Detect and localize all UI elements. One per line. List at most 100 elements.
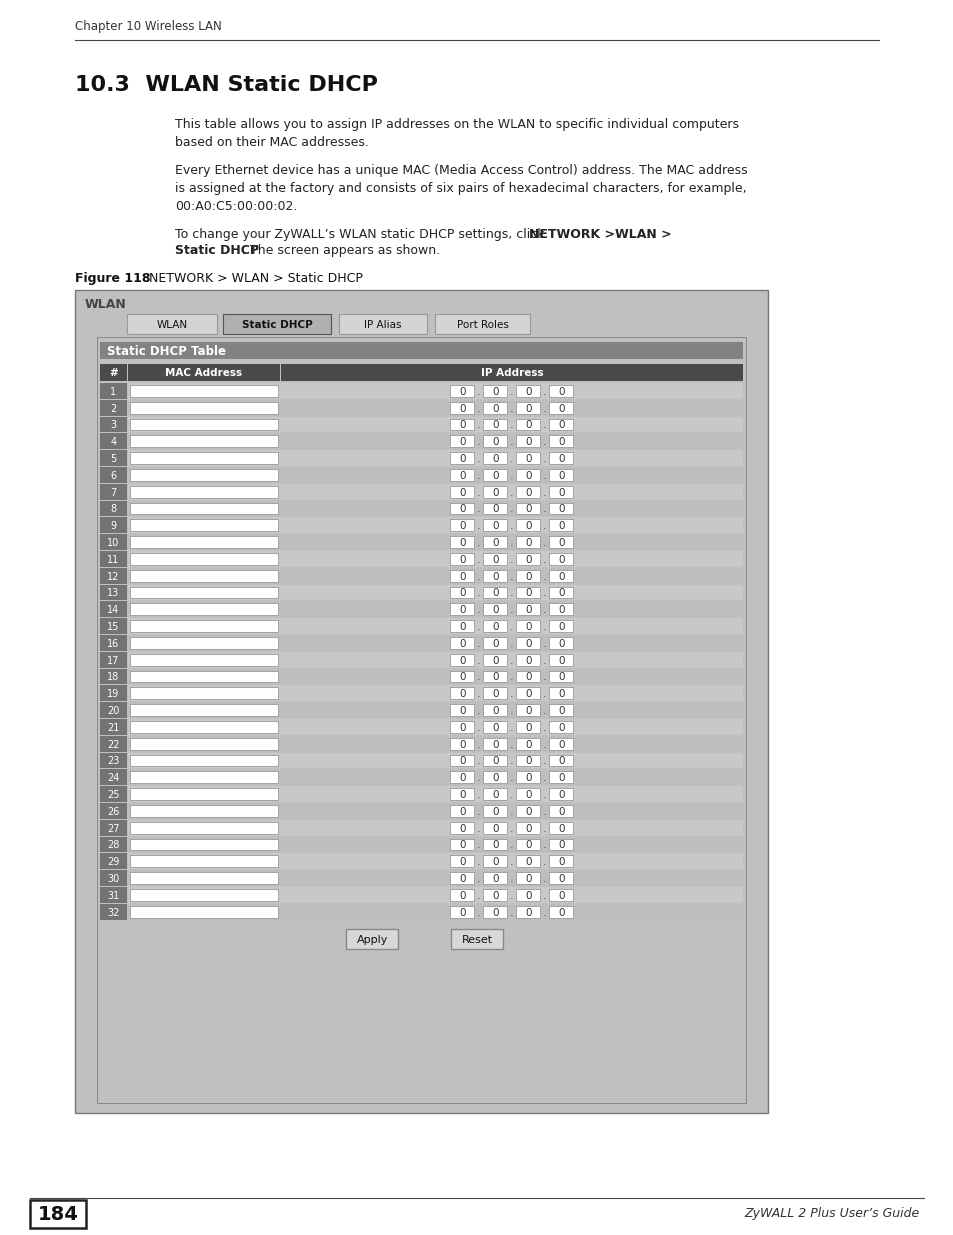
Bar (483, 653, 507, 666)
Text: 0: 0 (525, 806, 531, 816)
Bar (130, 419, 277, 431)
Text: .: . (542, 656, 546, 666)
Text: Static DHCP: Static DHCP (174, 245, 258, 257)
Text: .: . (476, 638, 480, 648)
Text: 21: 21 (107, 722, 119, 732)
Bar (451, 929, 503, 948)
Bar (549, 485, 573, 498)
Text: Every Ethernet device has a unique MAC (Media Access Control) address. The MAC a: Every Ethernet device has a unique MAC (… (174, 164, 747, 212)
Text: 0: 0 (492, 387, 498, 396)
Bar (128, 619, 742, 634)
Text: 0: 0 (458, 757, 465, 767)
Bar (483, 485, 507, 498)
Text: 23: 23 (107, 757, 119, 767)
Bar (100, 820, 127, 836)
Text: 0: 0 (458, 521, 465, 531)
Text: 0: 0 (492, 706, 498, 716)
Text: 0: 0 (492, 806, 498, 816)
Bar (100, 568, 127, 584)
Text: 0: 0 (458, 740, 465, 750)
Text: .: . (476, 387, 480, 396)
Bar (549, 704, 573, 716)
Text: 0: 0 (525, 773, 531, 783)
Bar (516, 553, 540, 564)
Text: 0: 0 (458, 555, 465, 564)
Text: .: . (542, 538, 546, 548)
Text: .: . (476, 555, 480, 564)
Text: .: . (542, 790, 546, 800)
Bar (516, 604, 540, 615)
Text: .: . (476, 841, 480, 851)
Text: .: . (542, 572, 546, 582)
Bar (450, 755, 474, 767)
Bar (516, 889, 540, 900)
Bar (516, 469, 540, 480)
Text: 9: 9 (111, 521, 116, 531)
Text: 0: 0 (492, 673, 498, 683)
Text: 0: 0 (525, 471, 531, 480)
Bar (100, 416, 127, 432)
Bar (100, 400, 127, 416)
Bar (483, 587, 507, 599)
Text: .: . (542, 722, 546, 732)
Text: 0: 0 (492, 471, 498, 480)
Text: .: . (542, 488, 546, 498)
Text: 0: 0 (558, 638, 564, 648)
Bar (483, 805, 507, 816)
Bar (100, 668, 127, 684)
Bar (516, 587, 540, 599)
Bar (130, 755, 277, 767)
Text: Apply: Apply (356, 935, 388, 945)
Text: 4: 4 (111, 437, 116, 447)
Bar (100, 703, 127, 718)
Bar (130, 503, 277, 515)
Bar (128, 535, 742, 550)
Bar (516, 401, 540, 414)
Bar (30, 1200, 86, 1228)
Bar (549, 503, 573, 515)
Bar (450, 520, 474, 531)
Text: 0: 0 (492, 454, 498, 464)
Text: 0: 0 (525, 908, 531, 918)
Text: 0: 0 (558, 790, 564, 800)
Text: MAC Address: MAC Address (165, 368, 242, 378)
Text: 0: 0 (458, 404, 465, 414)
Bar (130, 872, 277, 884)
Text: 0: 0 (492, 790, 498, 800)
Bar (100, 803, 127, 819)
Text: 0: 0 (558, 857, 564, 867)
Bar (516, 385, 540, 396)
Bar (549, 587, 573, 599)
Text: 31: 31 (108, 890, 119, 900)
Text: 32: 32 (107, 908, 119, 918)
Text: .: . (510, 908, 514, 918)
Bar (128, 484, 742, 500)
Bar (128, 803, 742, 819)
Bar (483, 536, 507, 548)
Text: .: . (476, 622, 480, 632)
Text: .: . (510, 622, 514, 632)
Text: 0: 0 (492, 757, 498, 767)
Bar (450, 704, 474, 716)
Text: 13: 13 (108, 589, 119, 599)
Text: .: . (510, 806, 514, 816)
Bar (130, 637, 277, 648)
Text: 10: 10 (108, 538, 119, 548)
Text: .: . (476, 605, 480, 615)
Text: 0: 0 (525, 722, 531, 732)
Text: .: . (476, 689, 480, 699)
Bar (450, 587, 474, 599)
Bar (549, 737, 573, 750)
Text: .: . (510, 538, 514, 548)
Bar (130, 671, 277, 683)
Text: .: . (510, 505, 514, 515)
Text: .: . (542, 740, 546, 750)
Text: .: . (542, 454, 546, 464)
Bar (128, 703, 742, 718)
Bar (450, 905, 474, 918)
Bar (483, 755, 507, 767)
Bar (450, 604, 474, 615)
Text: Figure 118: Figure 118 (75, 272, 151, 285)
Bar (128, 635, 742, 651)
Bar (516, 721, 540, 732)
